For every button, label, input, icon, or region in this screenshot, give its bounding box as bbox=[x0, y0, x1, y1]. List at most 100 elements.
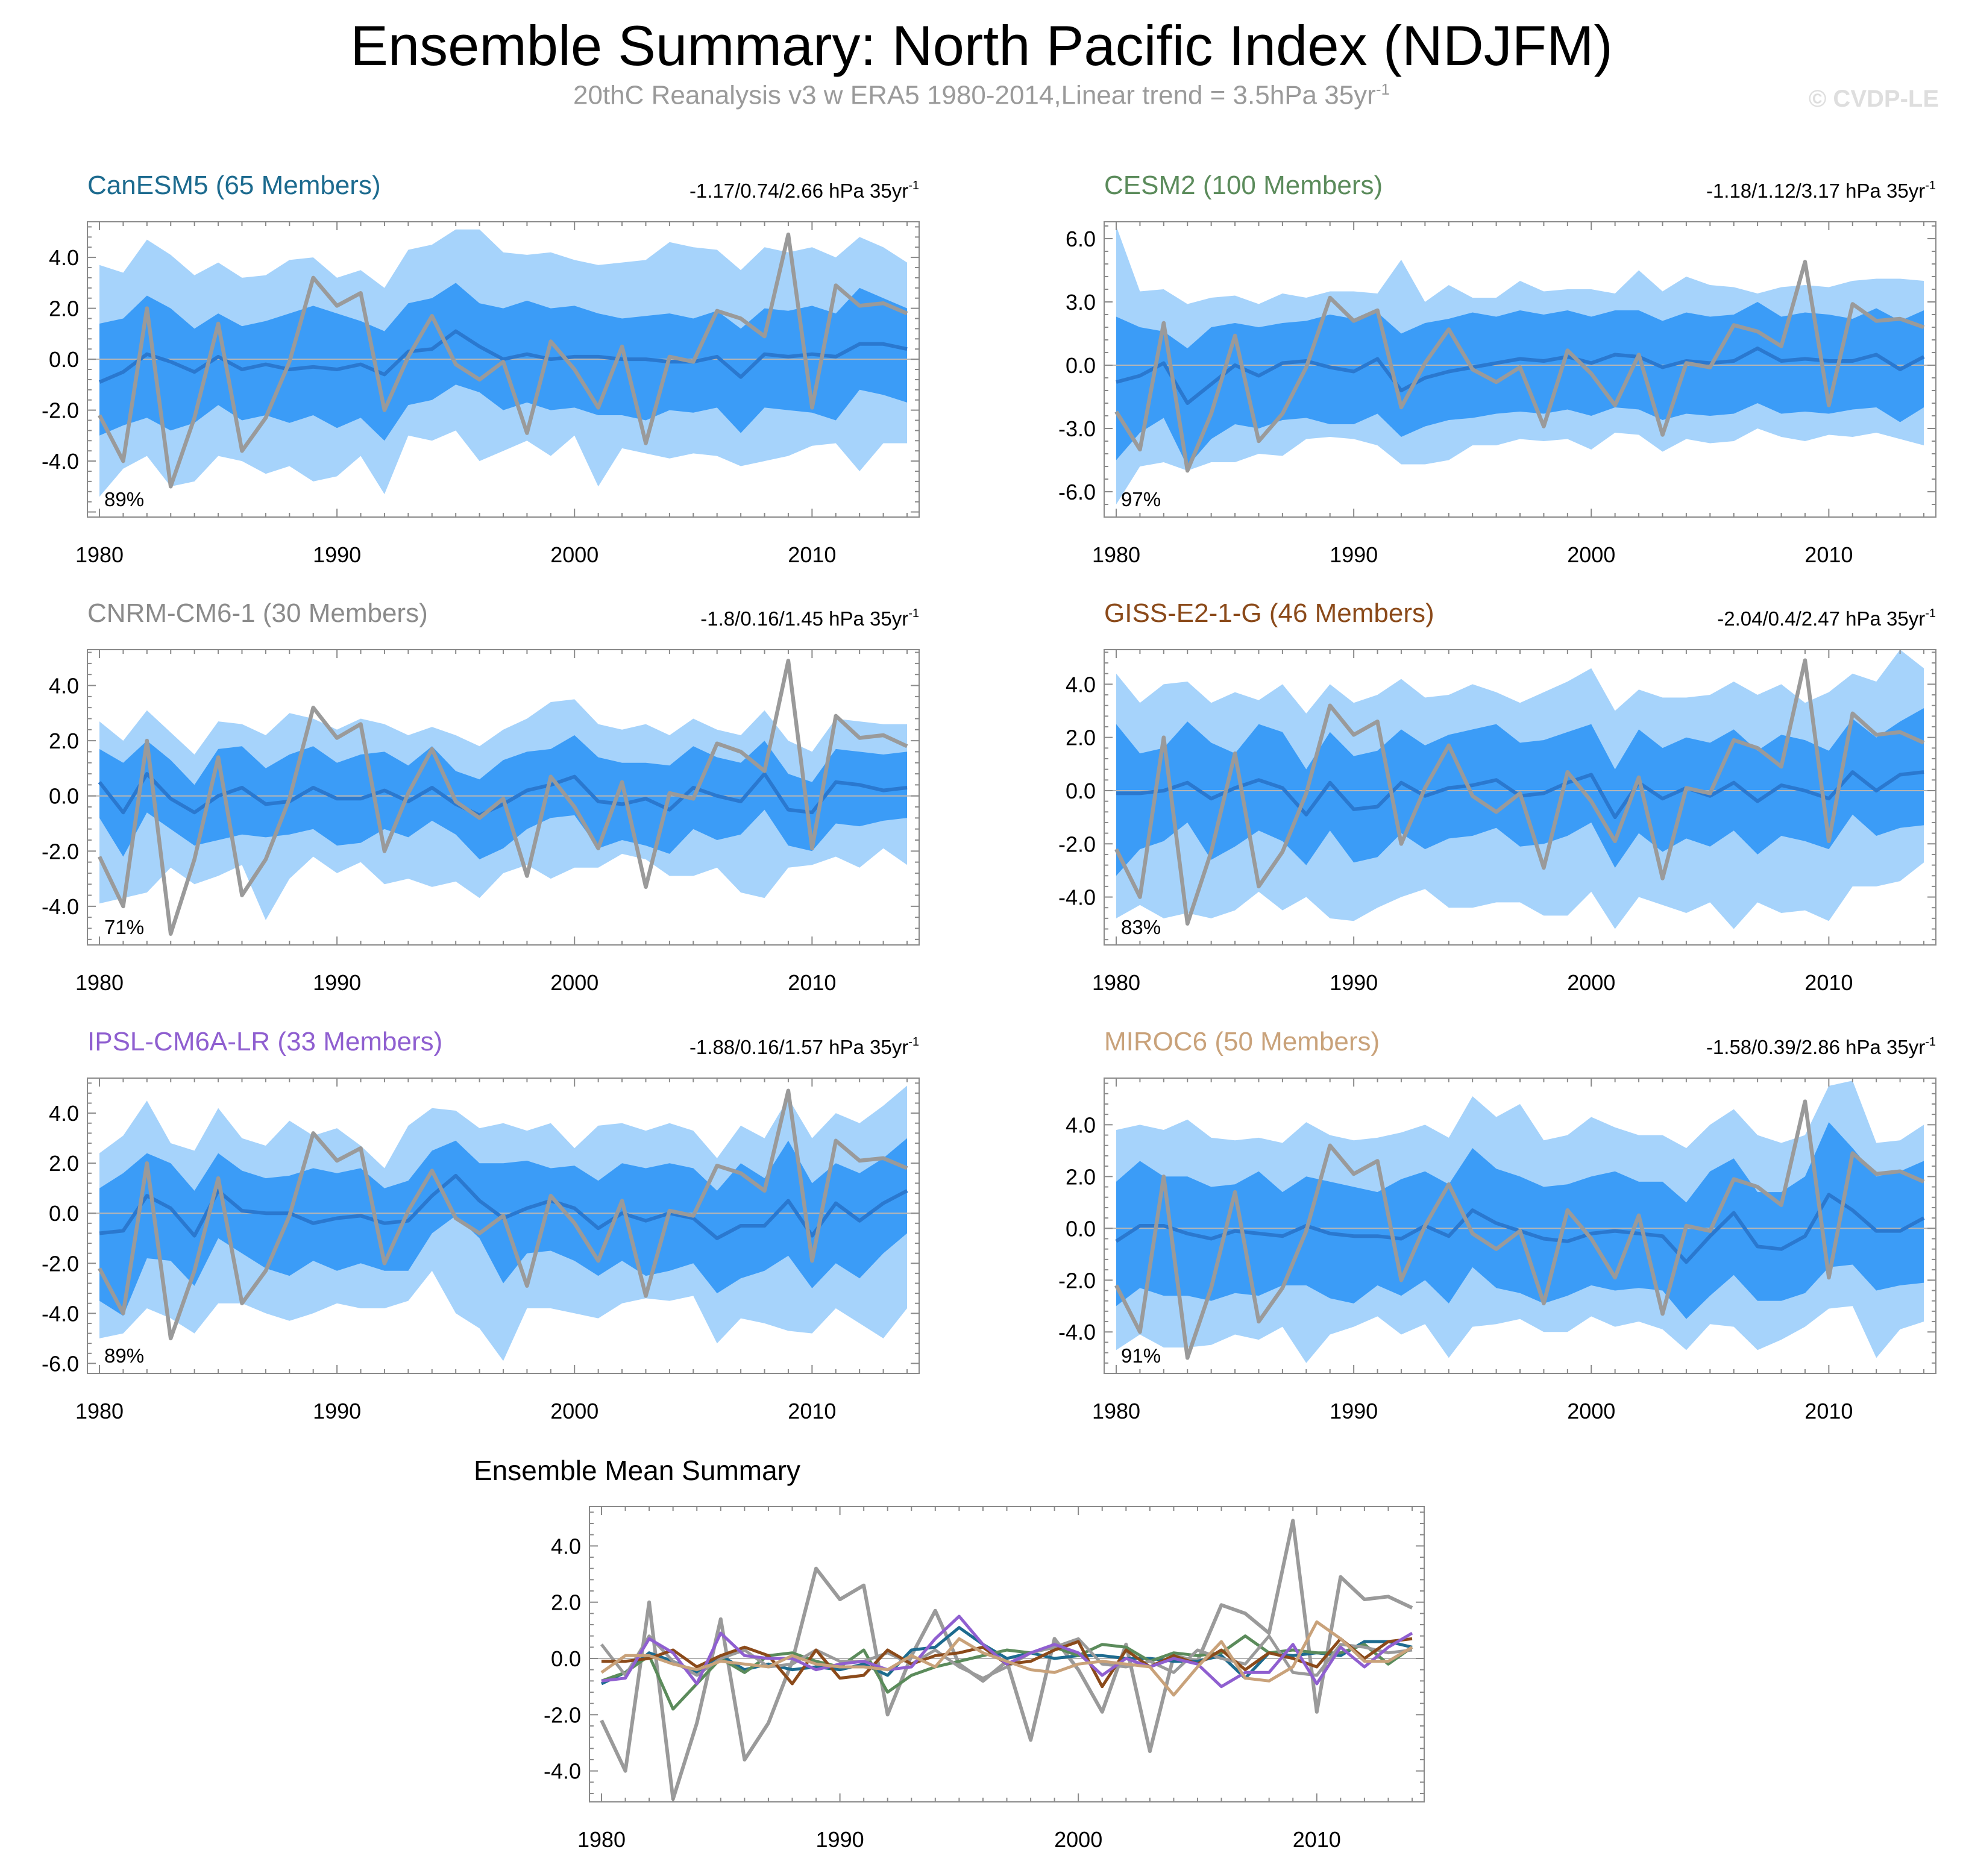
percent-label: 89% bbox=[104, 1344, 144, 1367]
chart-panel-5: MIROC6 (50 Members) -1.58/0.39/2.86 hPa 3… bbox=[1058, 1027, 1936, 1423]
trend-superscript: -1 bbox=[1925, 1035, 1936, 1049]
y-tick-label: 0.0 bbox=[1066, 353, 1096, 378]
y-tick-label: 0.0 bbox=[49, 1201, 79, 1226]
x-tick-label: 2010 bbox=[788, 970, 836, 995]
y-tick-label: 2.0 bbox=[49, 296, 79, 321]
trend-label: -1.58/0.39/2.86 hPa 35yr-1 bbox=[1706, 1035, 1936, 1058]
ensemble-mean-line bbox=[98, 329, 908, 384]
panel-title: CNRM-CM6-1 (30 Members) bbox=[87, 598, 428, 628]
y-tick-label: 2.0 bbox=[1066, 726, 1096, 750]
y-tick-label: 2.0 bbox=[49, 1151, 79, 1176]
series-line-ipsl-cm6a-lr bbox=[601, 1614, 1413, 1689]
x-tick-label: 1990 bbox=[313, 1399, 361, 1423]
y-tick-label: -3.0 bbox=[1058, 416, 1096, 441]
x-tick-label: 2000 bbox=[550, 1399, 598, 1423]
trend-label: -1.18/1.12/3.17 hPa 35yr-1 bbox=[1706, 179, 1936, 202]
trend-superscript: -1 bbox=[908, 1035, 919, 1049]
y-tick-label: -6.0 bbox=[42, 1351, 79, 1376]
y-tick-label: 3.0 bbox=[1066, 290, 1096, 315]
trend-value: -1.58/0.39/2.86 hPa 35yr bbox=[1706, 1036, 1925, 1058]
series-line-cesm2 bbox=[601, 1634, 1413, 1711]
x-tick-label: 1990 bbox=[1330, 1399, 1378, 1423]
y-tick-label: -2.0 bbox=[544, 1702, 581, 1727]
y-tick-label: 0.0 bbox=[49, 784, 79, 809]
y-tick-label: 6.0 bbox=[1066, 227, 1096, 251]
y-tick-label: 2.0 bbox=[49, 729, 79, 753]
y-tick-label: -4.0 bbox=[42, 449, 79, 474]
subtitle-text: 20thC Reanalysis v3 w ERA5 1980-2014,Lin… bbox=[573, 80, 1376, 110]
trend-superscript: -1 bbox=[908, 179, 919, 192]
plot-area bbox=[1104, 1081, 1936, 1363]
credit-label: © CVDP-LE bbox=[1808, 86, 1939, 112]
percent-label: 71% bbox=[104, 916, 144, 938]
plot-area bbox=[87, 659, 919, 936]
plot-area bbox=[87, 229, 919, 497]
percent-label: 97% bbox=[1121, 488, 1161, 510]
observation-line bbox=[98, 1088, 908, 1341]
series-line-cnrm-cm6-1 bbox=[600, 1634, 1413, 1680]
y-tick-label: -4.0 bbox=[1058, 885, 1096, 910]
observation-line bbox=[1114, 260, 1925, 473]
x-tick-label: 2010 bbox=[788, 542, 836, 567]
ensemble-mean-line bbox=[1116, 347, 1925, 405]
trend-superscript: -1 bbox=[908, 607, 919, 620]
y-tick-label: -6.0 bbox=[1058, 480, 1096, 504]
x-tick-label: 1990 bbox=[1330, 542, 1378, 567]
x-tick-label: 2000 bbox=[1567, 542, 1615, 567]
y-tick-label: -2.0 bbox=[42, 1251, 79, 1276]
x-tick-label: 1980 bbox=[577, 1827, 626, 1852]
trend-label: -2.04/0.4/2.47 hPa 35yr-1 bbox=[1717, 607, 1936, 630]
y-tick-label: -4.0 bbox=[42, 894, 79, 919]
trend-value: -1.88/0.16/1.57 hPa 35yr bbox=[689, 1036, 908, 1058]
observation-line bbox=[1114, 658, 1925, 926]
y-tick-label: 4.0 bbox=[49, 245, 79, 270]
chart-panel-6: Ensemble Mean Summary -4.0 -2.0 0.0 2.0 4.0 19… bbox=[474, 1455, 1425, 1852]
trend-label: -1.88/0.16/1.57 hPa 35yr-1 bbox=[689, 1035, 919, 1058]
y-tick-label: -4.0 bbox=[544, 1759, 581, 1784]
y-tick-label: 4.0 bbox=[49, 1101, 79, 1126]
x-tick-label: 1980 bbox=[75, 970, 124, 995]
panel-title: CanESM5 (65 Members) bbox=[87, 171, 381, 200]
x-tick-label: 2010 bbox=[788, 1399, 836, 1423]
y-tick-label: 0.0 bbox=[49, 347, 79, 372]
x-tick-label: 1990 bbox=[313, 970, 361, 995]
trend-value: -1.17/0.74/2.66 hPa 35yr bbox=[689, 180, 908, 202]
y-tick-label: 0.0 bbox=[551, 1646, 581, 1671]
x-tick-label: 1980 bbox=[1092, 1399, 1140, 1423]
x-tick-label: 1990 bbox=[816, 1827, 864, 1852]
plot-area bbox=[1104, 226, 1936, 504]
x-tick-label: 1980 bbox=[1092, 970, 1140, 995]
trend-superscript: -1 bbox=[1925, 607, 1936, 620]
observation-line bbox=[1114, 1099, 1925, 1360]
page-subtitle: 20thC Reanalysis v3 w ERA5 1980-2014,Lin… bbox=[0, 80, 1963, 111]
panel-title: GISS-E2-1-G (46 Members) bbox=[1104, 598, 1434, 628]
subtitle-superscript: -1 bbox=[1375, 80, 1390, 98]
x-tick-label: 2010 bbox=[1804, 970, 1853, 995]
y-tick-label: 0.0 bbox=[1066, 1216, 1096, 1241]
trend-label: -1.17/0.74/2.66 hPa 35yr-1 bbox=[689, 179, 919, 202]
x-tick-label: 2000 bbox=[550, 970, 598, 995]
x-tick-label: 1990 bbox=[1330, 970, 1378, 995]
x-tick-label: 2000 bbox=[1054, 1827, 1102, 1852]
plot-area bbox=[87, 1085, 919, 1361]
y-tick-label: -2.0 bbox=[42, 398, 79, 423]
y-tick-label: 4.0 bbox=[1066, 672, 1096, 697]
x-tick-label: 2010 bbox=[1804, 542, 1853, 567]
chart-panel-4: IPSL-CM6A-LR (33 Members) -1.88/0.16/1.57… bbox=[42, 1027, 920, 1423]
x-tick-label: 1990 bbox=[313, 542, 361, 567]
series-line-miroc6 bbox=[600, 1620, 1413, 1697]
x-tick-label: 2010 bbox=[1293, 1827, 1341, 1852]
y-tick-label: -4.0 bbox=[42, 1301, 79, 1326]
panel-title: MIROC6 (50 Members) bbox=[1104, 1027, 1380, 1056]
page-title: Ensemble Summary: North Pacific Index (N… bbox=[350, 14, 1613, 77]
plot-area bbox=[589, 1519, 1424, 1801]
panel-title: Ensemble Mean Summary bbox=[474, 1455, 800, 1486]
y-tick-label: -2.0 bbox=[1058, 832, 1096, 856]
percent-label: 89% bbox=[104, 488, 144, 510]
plot-area bbox=[1104, 650, 1936, 929]
chart-panel-0: CanESM5 (65 Members) -1.17/0.74/2.66 hPa … bbox=[42, 171, 920, 567]
trend-value: -1.8/0.16/1.45 hPa 35yr bbox=[700, 607, 908, 630]
observation-line bbox=[98, 659, 908, 936]
x-tick-label: 1980 bbox=[1092, 542, 1140, 567]
y-tick-label: -2.0 bbox=[1058, 1268, 1096, 1293]
